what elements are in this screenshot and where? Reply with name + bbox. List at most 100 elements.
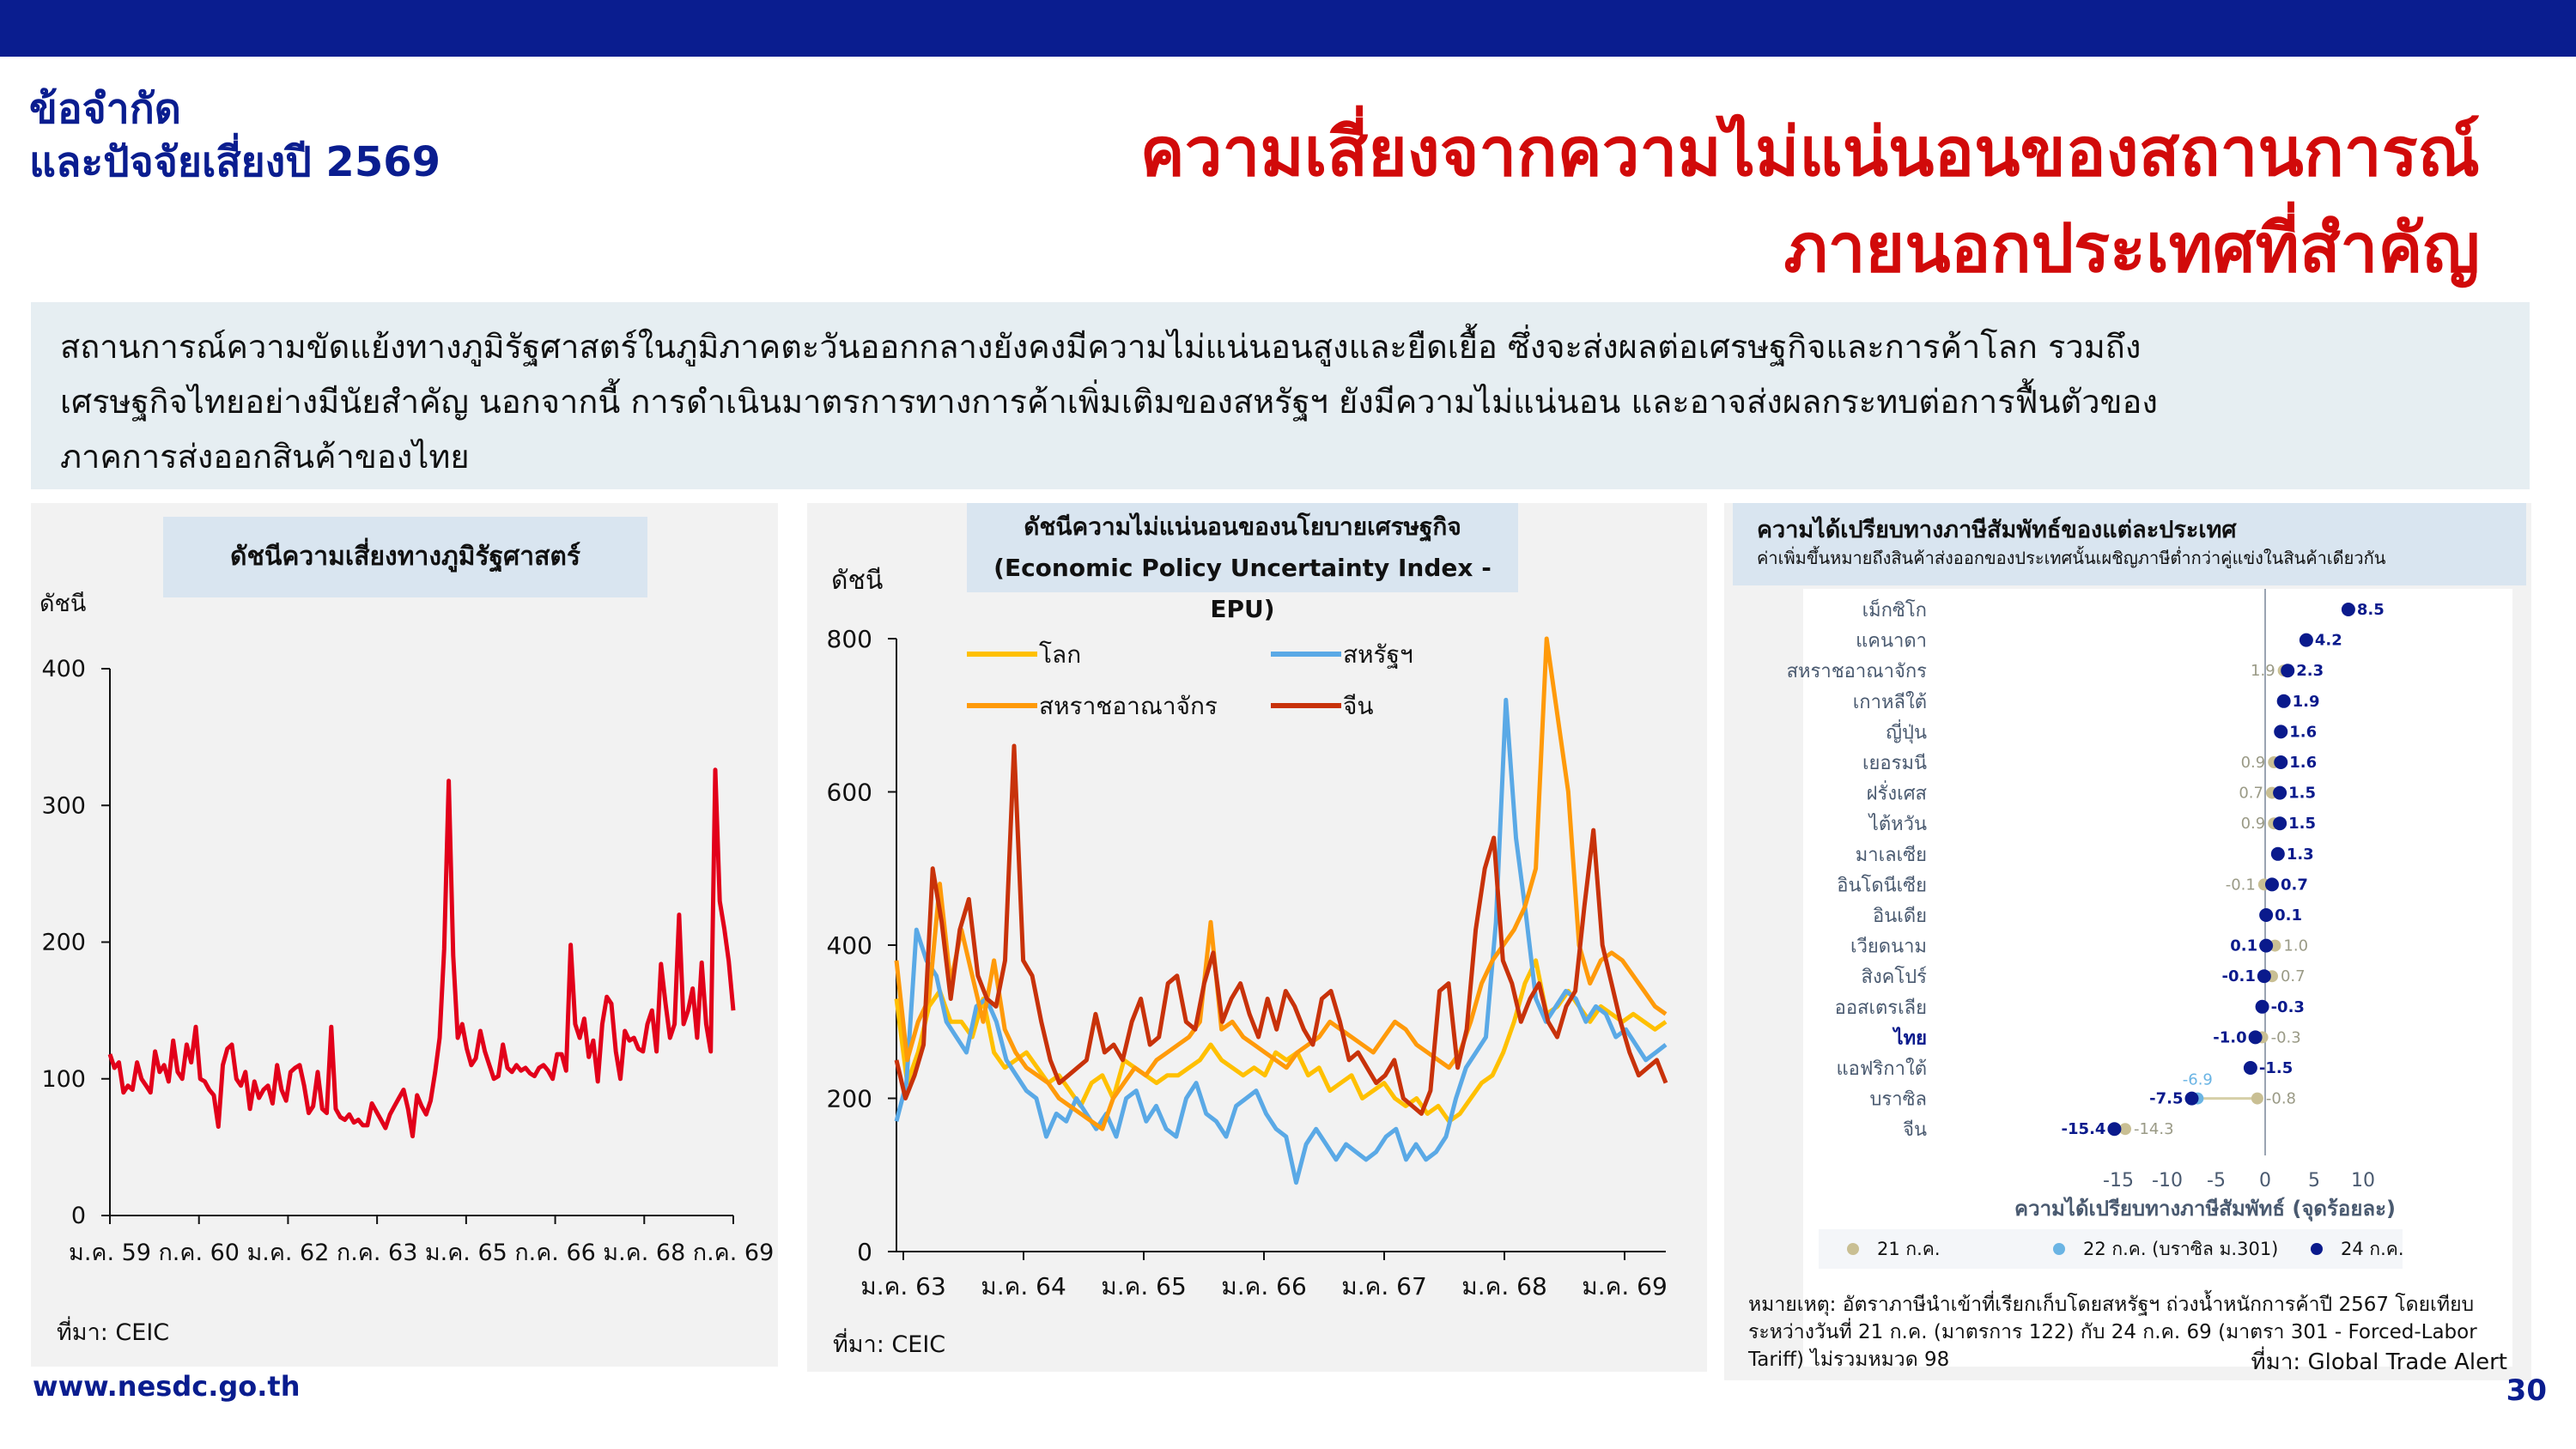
tariff-xtick-label: 10 xyxy=(2351,1170,2375,1191)
tariff-xtick-label: 0 xyxy=(2259,1170,2271,1191)
tariff-legend-label: 21 ก.ค. xyxy=(1877,1239,1941,1259)
tariff-label-jul21: -14.3 xyxy=(2134,1120,2174,1138)
tariff-label-jul24: 8.5 xyxy=(2357,601,2385,619)
gpr-xtick-label: ก.ค. 60 xyxy=(158,1240,240,1266)
tariff-label-jul24: -15.4 xyxy=(2062,1120,2106,1138)
tariff-dot-jul24 xyxy=(2281,664,2295,678)
tariff-xtick-label: -5 xyxy=(2207,1170,2226,1191)
tariff-note-line3: Tariff) ไม่รวมหมวด 98 xyxy=(1748,1349,1950,1371)
tariff-category-label: เกาหลีใต้ xyxy=(1853,691,1927,713)
epu-ytick-label: 200 xyxy=(827,1085,872,1113)
epu-ytick-label: 0 xyxy=(857,1238,872,1266)
tariff-category-label: แคนาดา xyxy=(1856,631,1927,652)
tariff-legend-label: 22 ก.ค. (บราซิล ม.301) xyxy=(2083,1239,2278,1259)
tariff-dot-jul24 xyxy=(2276,694,2291,708)
gpr-ytick-label: 100 xyxy=(41,1066,86,1093)
epu-ytick-label: 800 xyxy=(827,625,872,653)
gpr-xtick-label: ม.ค. 65 xyxy=(425,1240,507,1266)
tariff-dot-jul21 xyxy=(2251,1092,2263,1105)
tariff-label-jul24: -0.1 xyxy=(2222,967,2256,985)
epu-chart: ดัชนี 0 200 400 600 800 ม.ค. 63 ม.ค. 64 ม.ค. 65 ม… xyxy=(827,566,1668,1300)
tariff-xtick-label: -10 xyxy=(2152,1170,2183,1191)
tariff-chart: เม็กซิโก 8.5 แคนาดา 4.2 สหราชอาณาจักร 1.9 2.3 เ… xyxy=(1787,589,2512,1367)
gpr-xtick-label: ก.ค. 63 xyxy=(337,1240,418,1266)
epu-ytick-label: 600 xyxy=(827,779,872,807)
footer-url[interactable]: www.nesdc.go.th xyxy=(33,1370,301,1403)
tariff-dot-jul24 xyxy=(2341,603,2355,616)
top-bar xyxy=(0,0,2576,57)
gpr-xtick-label: ม.ค. 62 xyxy=(246,1240,329,1266)
epu-xtick-label: ม.ค. 67 xyxy=(1341,1272,1427,1300)
tariff-label-jul24: -1.0 xyxy=(2213,1028,2246,1046)
tariff-label-jul21: 0.9 xyxy=(2241,815,2266,833)
tariff-dot-jul24 xyxy=(2257,969,2271,984)
tariff-dot-jul24 xyxy=(2259,938,2274,953)
gpr-xtick-label: ม.ค. 68 xyxy=(603,1240,685,1266)
epu-xtick-label: ม.ค. 63 xyxy=(860,1272,946,1300)
epu-legend-label: จีน xyxy=(1343,692,1374,720)
tariff-note-line2: ระหว่างวันที่ 21 ก.ค. (มาตรการ 122) กับ … xyxy=(1748,1321,2477,1343)
tariff-label-jul24: 2.3 xyxy=(2296,662,2324,680)
tariff-chart-title: ความได้เปรียบทางภาษีสัมพัทธ์ของแต่ละประเ… xyxy=(1757,517,2237,543)
tariff-xlabel: ความได้เปรียบทางภาษีสัมพัทธ์ (จุดร้อยละ) xyxy=(2014,1196,2396,1222)
tariff-legend-dot xyxy=(2311,1243,2323,1255)
tariff-label-jul24: 0.7 xyxy=(2281,876,2308,894)
summary-box: สถานการณ์ความขัดแย้งทางภูมิรัฐศาสตร์ในภู… xyxy=(31,302,2530,489)
main-title-line2: ภายนอกประเทศที่สำคัญ xyxy=(1783,210,2480,288)
tariff-category-label: อินเดีย xyxy=(1873,906,1927,927)
gpr-ytick-label: 300 xyxy=(41,792,86,819)
epu-series-line-0 xyxy=(894,958,1668,1124)
tariff-xtick-label: 5 xyxy=(2308,1170,2320,1191)
tariff-panel: ความได้เปรียบทางภาษีสัมพัทธ์ของแต่ละประเ… xyxy=(1724,503,2531,1380)
tariff-category-label: ญี่ปุ่น xyxy=(1886,718,1927,743)
tariff-label-jul21: 0.7 xyxy=(2239,785,2263,803)
tariff-category-label: อินโดนีเซีย xyxy=(1837,874,1927,896)
epu-legend-label: สหราชอาณาจักร xyxy=(1039,692,1218,720)
epu-xtick-label: ม.ค. 68 xyxy=(1461,1272,1547,1300)
tariff-label-jul24: -1.5 xyxy=(2259,1059,2293,1077)
gpr-xtick-label: ก.ค. 66 xyxy=(514,1240,596,1266)
tariff-dot-jul24 xyxy=(2274,755,2288,769)
summary-line2: เศรษฐกิจไทยอย่างมีนัยสำคัญ นอกจากนี้ การ… xyxy=(60,383,2158,421)
tariff-category-label: ฝรั่งเศส xyxy=(1867,780,1928,805)
tariff-category-label: สหราชอาณาจักร xyxy=(1787,661,1928,682)
tariff-source: ที่มา: Global Trade Alert xyxy=(2251,1349,2507,1375)
tariff-label-jul24: 1.5 xyxy=(2288,785,2316,803)
tariff-label-jul24: 1.3 xyxy=(2287,846,2314,864)
gpr-series-line xyxy=(107,767,736,1139)
gpr-ylabel: ดัชนี xyxy=(39,591,86,617)
section-title-line1: ข้อจำกัด xyxy=(29,85,181,133)
gpr-xtick-label: ม.ค. 59 xyxy=(69,1240,151,1266)
tariff-dot-jul24 xyxy=(2273,785,2287,800)
tariff-category-label: ออสเตรเลีย xyxy=(1835,997,1927,1019)
tariff-category-label: จีน xyxy=(1903,1119,1927,1141)
tariff-chart-subtitle: ค่าเพิ่มขึ้นหมายถึงสินค้าส่งออกของประเทศ… xyxy=(1757,548,2386,568)
epu-xtick-label: ม.ค. 69 xyxy=(1582,1272,1668,1300)
page-number: 30 xyxy=(2506,1373,2547,1408)
main-title: ความเสี่ยงจากความไม่แน่นอนของสถานการณ์ ภ… xyxy=(1140,105,2480,297)
tariff-dot-jul24 xyxy=(2274,724,2288,739)
tariff-label-jul24: -0.3 xyxy=(2271,998,2305,1016)
tariff-category-label: แอฟริกาใต้ xyxy=(1837,1058,1928,1080)
tariff-note-line1: หมายเหตุ: อัตราภาษีนำเข้าที่เรียกเก็บโดย… xyxy=(1748,1294,2475,1316)
tariff-label-jul24: 1.5 xyxy=(2288,815,2316,833)
tariff-legend-dot xyxy=(1847,1243,1859,1255)
gpr-chart-title: ดัชนีความเสี่ยงทางภูมิรัฐศาสตร์ xyxy=(163,517,647,597)
tariff-label-jul24: 0.1 xyxy=(2230,937,2257,955)
tariff-dot-jul24 xyxy=(2273,816,2287,831)
tariff-title-box: ความได้เปรียบทางภาษีสัมพัทธ์ของแต่ละประเ… xyxy=(1733,503,2526,585)
gpr-ytick-label: 200 xyxy=(41,930,86,956)
tariff-label-jul21: 1.0 xyxy=(2283,937,2308,955)
section-title: ข้อจำกัด และปัจจัยเสี่ยงปี 2569 xyxy=(29,82,440,189)
tariff-xtick-label: -15 xyxy=(2103,1170,2134,1191)
epu-title-line1: ดัชนีความไม่แน่นอนของนโยบายเศรษฐกิจ xyxy=(1024,512,1461,541)
epu-series-line-1 xyxy=(894,697,1668,1185)
tariff-category-label: สิงคโปร์ xyxy=(1862,966,1928,988)
epu-title-line2: (Economic Policy Uncertainty Index - EPU… xyxy=(993,554,1492,623)
tariff-label-jul21: -0.3 xyxy=(2271,1028,2301,1046)
tariff-legend-dot xyxy=(2053,1243,2065,1255)
tariff-label-jul24: -7.5 xyxy=(2149,1090,2183,1108)
tariff-legend-label: 24 ก.ค. xyxy=(2341,1239,2404,1259)
tariff-dot-jul24 xyxy=(2255,999,2269,1014)
tariff-label-jul21: -0.8 xyxy=(2266,1090,2296,1108)
